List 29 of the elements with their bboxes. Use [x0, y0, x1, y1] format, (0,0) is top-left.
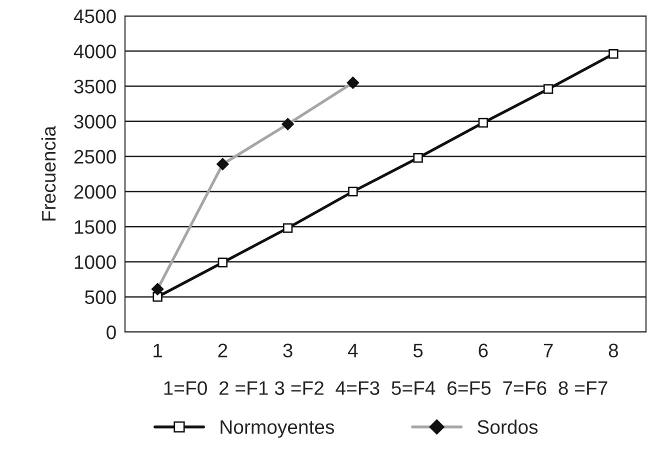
x-tick-label: 1	[154, 344, 162, 358]
point	[478, 118, 488, 128]
point	[348, 186, 358, 196]
y-tick-label: 3500	[74, 80, 116, 94]
y-tick-label: 4500	[74, 9, 116, 24]
x-tick-label: 3	[283, 344, 292, 358]
y-tick-label: 0	[106, 325, 116, 340]
legend-label: Sordos	[478, 420, 538, 434]
y-tick-label: 2000	[74, 185, 116, 199]
x-tick-label: 2	[218, 344, 228, 358]
y-tick-label: 1500	[74, 220, 116, 234]
x-tick-label: 5	[413, 344, 423, 358]
x-tick-label: 8	[608, 344, 618, 358]
x-tick-label: 4	[348, 344, 358, 358]
point	[413, 152, 423, 163]
y-tick-label: 3000	[74, 114, 116, 129]
y-axis-title: Frecuencia	[41, 126, 56, 220]
point	[608, 49, 618, 59]
legend-label: Normoyentes	[220, 420, 334, 438]
x-tick-label: 6	[478, 344, 488, 358]
y-tick-label: 2500	[74, 150, 116, 164]
y-tick-label: 1000	[74, 255, 116, 270]
point	[543, 84, 554, 94]
point	[218, 258, 228, 268]
y-tick-label: 4000	[74, 44, 116, 58]
point	[282, 223, 293, 233]
x-tick-label: 7	[544, 344, 553, 358]
y-tick-label: 500	[85, 290, 116, 304]
x-axis-title: 1=F0 2 =F1 3 =F2 4=F3 5=F4 6=F5 7=F6 8 =F7	[164, 381, 608, 395]
